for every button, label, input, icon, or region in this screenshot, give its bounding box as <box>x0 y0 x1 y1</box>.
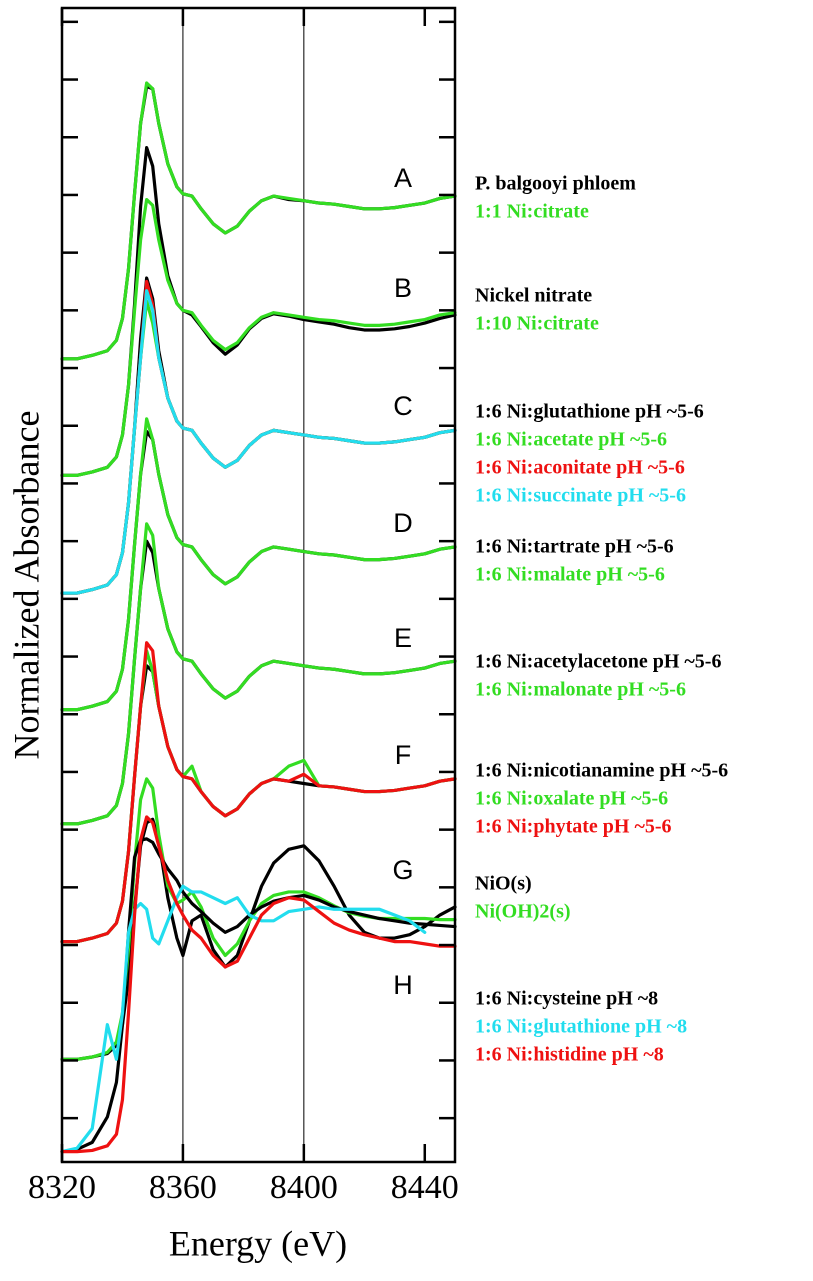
legend-entry: 1:6 Ni:oxalate pH ~5-6 <box>475 788 668 810</box>
panel-letter: E <box>394 623 412 653</box>
x-axis-title: Energy (eV) <box>169 1223 347 1263</box>
panel-letter: A <box>394 163 412 193</box>
panel-letter: C <box>393 391 413 421</box>
legend-entry: 1:6 Ni:glutathione pH ~5-6 <box>475 401 704 423</box>
x-tick-label: 8440 <box>391 1169 459 1206</box>
panel-letter: F <box>395 740 412 770</box>
legend-entry: 1:6 Ni:malonate pH ~5-6 <box>475 679 686 701</box>
panel-letter: B <box>394 273 412 303</box>
panel-letter: H <box>393 970 413 1000</box>
legend-entry: 1:6 Ni:tartrate pH ~5-6 <box>475 536 674 558</box>
spectrum-line <box>60 664 457 944</box>
spectrum-line <box>60 884 427 1154</box>
legend-entry: 1:6 Ni:acetylacetone pH ~5-6 <box>475 651 721 673</box>
spectrum-line <box>60 197 457 477</box>
legend-entry: 1:6 Ni:phytate pH ~5-6 <box>475 816 672 838</box>
x-tick-label: 8320 <box>28 1169 96 1206</box>
legend-entry: 1:6 Ni:acetate pH ~5-6 <box>475 429 667 451</box>
spectrum-line <box>60 417 457 712</box>
spectrum-line <box>60 522 457 826</box>
curves <box>60 8 457 1162</box>
legend-entry: 1:10 Ni:citrate <box>475 313 599 335</box>
panel-letter: D <box>393 508 413 538</box>
legend-entry: Ni(OH)2(s) <box>475 901 571 923</box>
legend-entry: 1:6 Ni:succinate pH ~5-6 <box>475 485 686 507</box>
spectrum-line <box>60 299 457 595</box>
legend-entry: 1:6 Ni:glutathione pH ~8 <box>475 1016 687 1038</box>
legend-entry: 1:6 Ni:malate pH ~5-6 <box>475 564 665 586</box>
spectrum-line <box>60 289 457 595</box>
legend-entry: P. balgooyi phloem <box>475 173 636 195</box>
x-tick-label: 8360 <box>149 1169 217 1206</box>
spectrum-line <box>60 815 457 1154</box>
legend-entry: NiO(s) <box>475 873 532 895</box>
spectrum-line <box>60 81 457 361</box>
legend-entry: Nickel nitrate <box>475 285 592 307</box>
plot-frame <box>60 6 457 1164</box>
y-axis-title: Normalized Absorbance <box>6 411 46 760</box>
panel-letter: G <box>392 855 413 885</box>
spectrum-line <box>60 539 457 826</box>
legend-entry: 1:6 Ni:aconitate pH ~5-6 <box>475 457 685 479</box>
x-tick-label: 8400 <box>270 1169 338 1206</box>
spectrum-line <box>60 146 457 477</box>
spectrum-line <box>60 641 457 944</box>
legend-entry: 1:6 Ni:histidine pH ~8 <box>475 1044 664 1066</box>
legend-entry: 1:6 Ni:cysteine pH ~8 <box>475 988 658 1010</box>
legend-entry: 1:1 Ni:citrate <box>475 201 589 223</box>
legend-entry: 1:6 Ni:nicotianamine pH ~5-6 <box>475 760 728 782</box>
